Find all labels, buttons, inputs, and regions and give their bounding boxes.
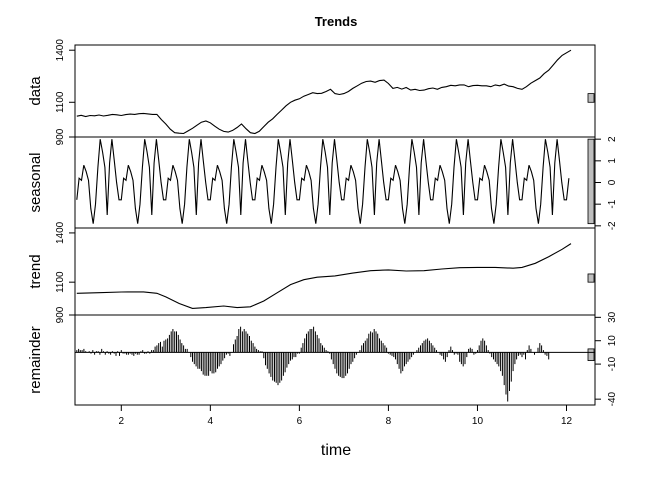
y-tick-label: 0 xyxy=(607,179,618,185)
y-axis-data: 900 1100 1400 xyxy=(55,39,75,145)
y-tick-label: 2 xyxy=(607,136,618,142)
chart-title: Trends xyxy=(315,14,358,29)
series-line-data xyxy=(76,49,572,135)
series-line-trend xyxy=(76,243,572,309)
range-bar xyxy=(587,138,595,225)
panels: data90011001400seasonal-2-1012trend90011… xyxy=(27,39,618,407)
panel-label-data: data xyxy=(27,76,44,106)
panel-data-seasonal xyxy=(76,139,570,224)
y-tick-label: -1 xyxy=(607,199,618,208)
y-tick-label: 1100 xyxy=(55,91,66,113)
y-tick-label: -2 xyxy=(607,221,618,230)
panel-label-trend: trend xyxy=(27,254,44,288)
y-tick-label: 1400 xyxy=(55,221,66,244)
x-tick-label: 2 xyxy=(119,416,125,427)
y-axis-trend: 900 1100 1400 xyxy=(55,221,75,323)
y-tick-label: 900 xyxy=(55,306,66,323)
x-axis-label: time xyxy=(321,442,351,459)
panel-frame xyxy=(74,314,596,406)
panel-remainder: remainder -40 -10 10 30 xyxy=(27,311,618,406)
x-tick-label: 6 xyxy=(297,416,303,427)
y-tick-label: 1400 xyxy=(55,39,66,62)
y-tick-label: 30 xyxy=(607,311,618,323)
y-tick-label: 1100 xyxy=(55,271,66,293)
y-axis-seasonal: -2 -1 0 1 2 xyxy=(595,136,618,230)
y-axis-remainder: -40 -10 10 30 xyxy=(595,311,618,406)
panel-label-remainder: remainder xyxy=(27,326,44,394)
panel-seasonal: seasonal -2 -1 0 1 2 xyxy=(27,136,618,230)
y-tick-label: 10 xyxy=(607,335,618,347)
panel-label-seasonal: seasonal xyxy=(27,152,44,212)
x-axis: 2 4 6 8 10 12 xyxy=(119,405,573,427)
panel-data-remainder xyxy=(75,326,595,402)
y-tick-label: -40 xyxy=(607,391,618,406)
panel-data-data xyxy=(76,49,572,135)
series-line-seasonal xyxy=(76,139,570,224)
range-bar xyxy=(587,93,595,103)
panel-data-trend xyxy=(76,243,572,309)
y-tick-label: -10 xyxy=(607,356,618,371)
y-tick-label: 1 xyxy=(607,158,618,164)
range-bar xyxy=(587,348,595,361)
x-tick-label: 12 xyxy=(561,416,573,427)
x-tick-label: 10 xyxy=(472,416,484,427)
x-tick-label: 4 xyxy=(208,416,214,427)
y-tick-label: 900 xyxy=(55,128,66,145)
x-tick-label: 8 xyxy=(386,416,392,427)
range-bar xyxy=(587,273,595,283)
